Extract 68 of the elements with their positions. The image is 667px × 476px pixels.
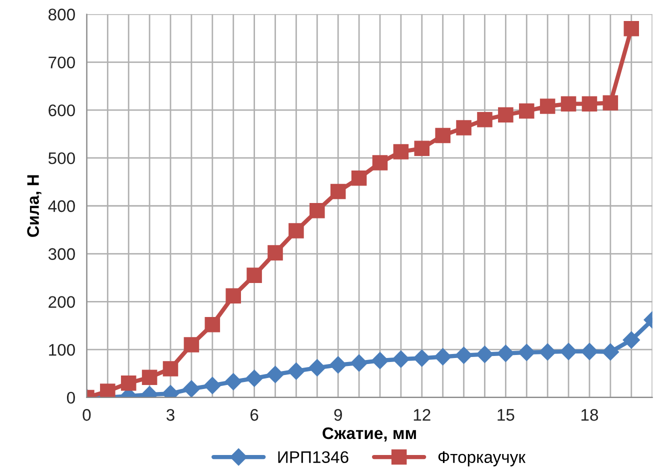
point: [372, 155, 388, 170]
point: [518, 103, 534, 119]
point: [413, 350, 430, 367]
point: [268, 245, 283, 260]
point: [602, 95, 618, 111]
y-tick-label: 400: [48, 200, 75, 212]
legend-label: Фторкаучук: [438, 451, 526, 466]
point: [182, 380, 200, 398]
point: [351, 170, 367, 186]
y-tick-label: 600: [48, 104, 75, 116]
point: [350, 354, 368, 372]
x-tick-label: 0: [82, 409, 91, 421]
point: [120, 375, 136, 391]
point: [456, 120, 472, 136]
point: [330, 356, 347, 374]
point: [288, 223, 304, 238]
point: [560, 96, 576, 112]
point: [497, 344, 514, 362]
point: [477, 112, 492, 128]
point: [310, 203, 325, 218]
point: [582, 96, 598, 112]
point: [371, 352, 389, 370]
point: [226, 288, 241, 304]
y-tick-label: 700: [48, 56, 75, 68]
point: [246, 268, 262, 283]
point: [204, 317, 220, 332]
point: [434, 348, 452, 366]
point: [476, 346, 494, 363]
point: [622, 331, 640, 349]
point: [414, 140, 430, 156]
point: [162, 361, 178, 376]
point: [518, 344, 536, 361]
x-tick-label: 9: [334, 409, 342, 421]
y-tick-label: 300: [48, 248, 75, 260]
point: [330, 184, 346, 200]
x-tick-label: 15: [498, 409, 514, 421]
y-axis-title: Сила, Н: [27, 175, 42, 237]
point: [266, 366, 284, 384]
y-tick-label: 500: [48, 152, 75, 164]
point: [184, 337, 200, 352]
y-tick-label: 200: [48, 296, 75, 308]
point: [246, 370, 263, 387]
y-tick-label: 0: [66, 392, 75, 404]
point: [560, 342, 578, 360]
legend-label: ИРП1346: [278, 451, 348, 464]
point: [142, 370, 158, 385]
x-tick-label: 6: [250, 409, 258, 421]
x-tick-label: 3: [166, 409, 174, 421]
point: [539, 343, 556, 361]
point: [100, 384, 116, 398]
y-tick-label: 800: [48, 8, 75, 20]
x-tick-label: 12: [414, 409, 430, 421]
point: [308, 359, 326, 376]
point: [435, 128, 450, 144]
x-tick-label: 18: [581, 409, 598, 421]
point: [580, 342, 598, 360]
y-tick-label: 100: [49, 344, 75, 356]
point: [288, 362, 305, 380]
point: [204, 376, 221, 394]
point: [624, 21, 640, 36]
point: [498, 107, 514, 123]
x-axis-title: Сжатие, мм: [322, 427, 416, 442]
point: [540, 98, 556, 114]
point: [455, 346, 472, 364]
point: [224, 373, 242, 390]
point: [602, 343, 619, 361]
point: [393, 144, 409, 160]
point: [392, 350, 410, 368]
